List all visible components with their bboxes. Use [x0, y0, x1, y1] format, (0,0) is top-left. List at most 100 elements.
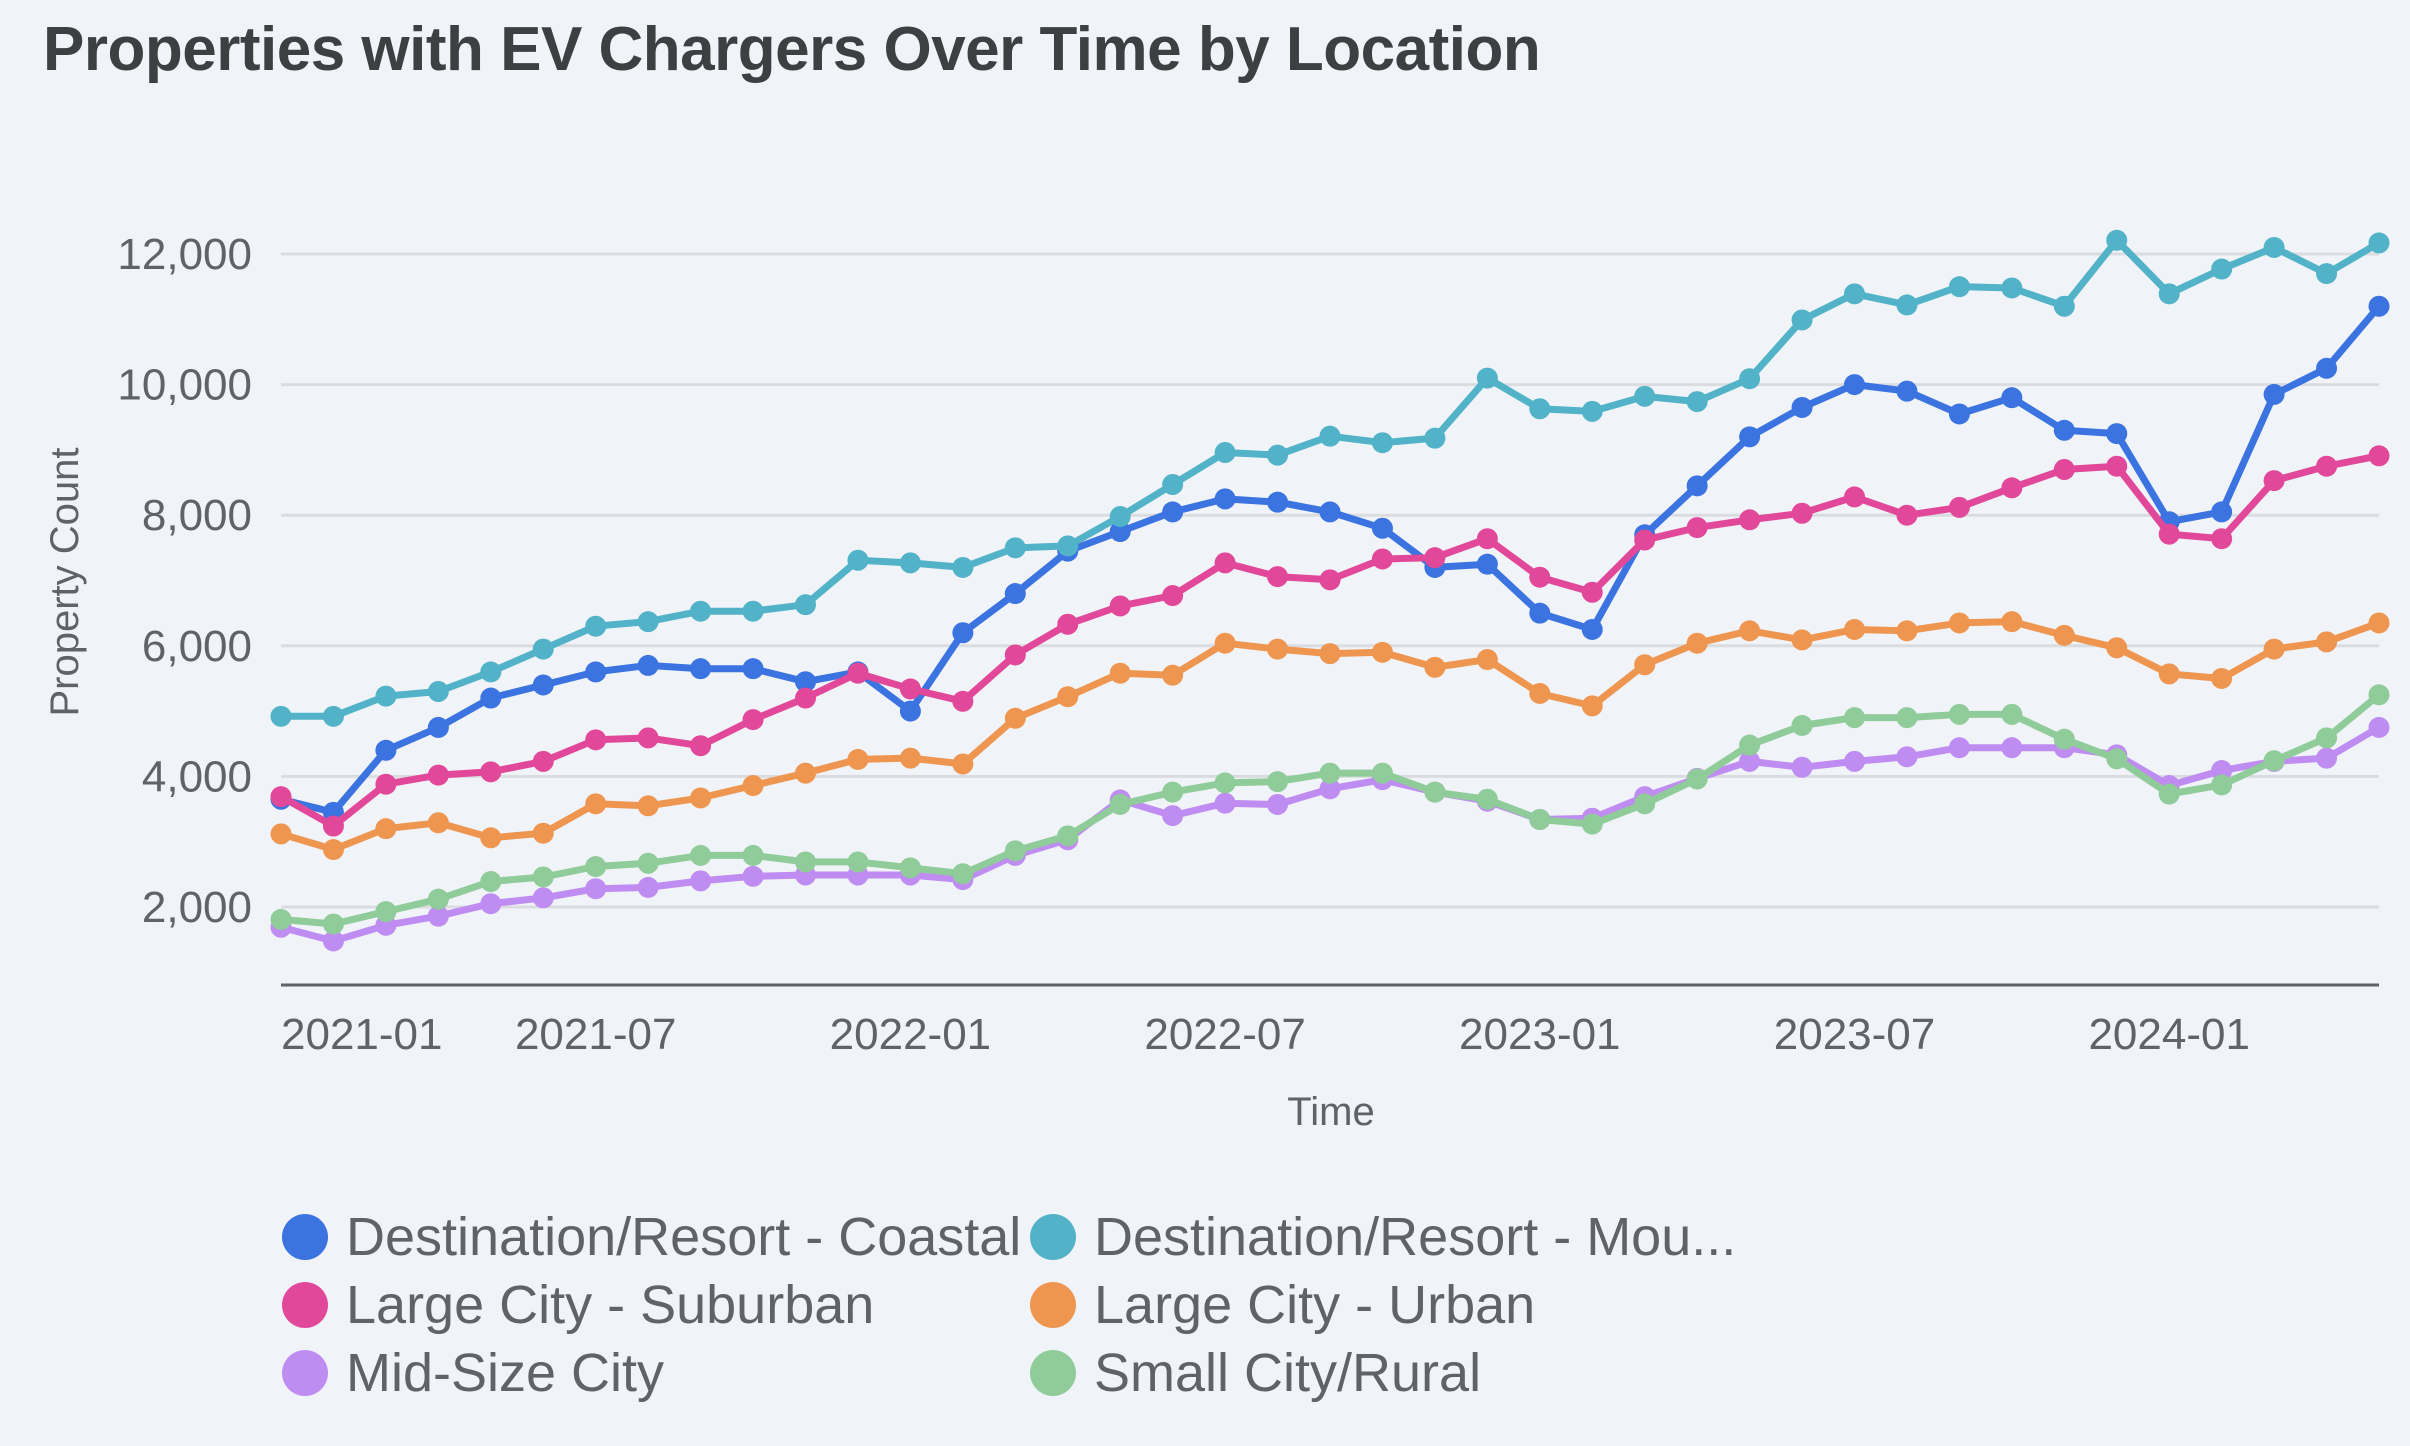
data-point [742, 844, 764, 866]
data-point [585, 729, 607, 751]
data-point [1634, 529, 1656, 551]
y-tick-label: 12,000 [117, 230, 252, 279]
data-point [2368, 716, 2390, 738]
data-point [1844, 750, 1865, 772]
series-destination-resort-mountain [270, 229, 2390, 727]
data-point [375, 739, 397, 761]
x-tick-label: 2021-07 [515, 1010, 676, 1059]
data-point [742, 865, 764, 887]
data-point [1162, 585, 1184, 607]
data-point [1162, 664, 1184, 686]
data-point [1686, 391, 1708, 413]
data-point [1739, 750, 1761, 772]
legend-label: Mid-Size City [346, 1343, 665, 1403]
data-point [1896, 294, 1918, 316]
data-point [1371, 432, 1393, 454]
data-point [1319, 501, 1341, 523]
data-point [1581, 400, 1603, 422]
data-point [2106, 423, 2128, 445]
legend-item[interactable]: Small City/Rural [1030, 1341, 1778, 1405]
data-point [637, 852, 659, 874]
x-axis-ticks: 2021-01 2021-07 2022-01 2022-07 2023-01 2023-… [281, 1010, 2250, 1059]
data-point [690, 658, 712, 680]
data-point [1686, 517, 1708, 539]
data-point [2211, 501, 2233, 523]
data-point [1844, 283, 1865, 305]
data-point [1267, 793, 1289, 815]
data-point [1057, 825, 1079, 847]
data-point [1371, 548, 1393, 570]
data-point [427, 812, 449, 834]
x-tick-label: 2022-07 [1144, 1010, 1305, 1059]
data-point [1319, 643, 1341, 665]
data-point [1686, 475, 1708, 497]
data-point [1948, 496, 1970, 518]
data-point [1476, 788, 1498, 810]
data-point [2053, 458, 2075, 480]
data-point [1529, 682, 1551, 704]
data-point [690, 600, 712, 622]
data-point [480, 761, 502, 783]
data-point [690, 870, 712, 892]
data-point [1739, 509, 1761, 531]
data-point [2211, 528, 2233, 550]
data-point [2316, 455, 2338, 477]
legend-label: Small City/Rural [1094, 1343, 1482, 1403]
data-point [1424, 427, 1446, 449]
data-point [952, 556, 974, 578]
legend-marker-icon [282, 1350, 328, 1396]
series-large-city-urban [270, 611, 2390, 861]
x-tick-label: 2023-07 [1774, 1010, 1935, 1059]
legend-item[interactable]: Mid-Size City [282, 1341, 1030, 1405]
data-point [2263, 470, 2285, 492]
data-point [1267, 771, 1289, 793]
data-point [1581, 581, 1603, 603]
series-large-city-suburban [270, 445, 2390, 837]
data-point [270, 786, 292, 808]
data-point [1634, 385, 1656, 407]
data-point [427, 716, 449, 738]
data-point [1581, 618, 1603, 640]
data-point [1739, 368, 1761, 390]
data-point [1424, 781, 1446, 803]
data-point [427, 888, 449, 910]
data-point [795, 851, 816, 873]
data-point [1739, 426, 1761, 448]
data-point [2368, 295, 2390, 317]
legend-item[interactable]: Destination/Resort - Mou... [1030, 1205, 1778, 1269]
data-point [585, 793, 607, 815]
data-point [427, 764, 449, 786]
data-point [899, 700, 921, 722]
x-axis-title: Time [1287, 1090, 1374, 1134]
series-mid-size-city [270, 716, 2390, 952]
data-point [637, 654, 659, 676]
x-tick-label: 2022-01 [830, 1010, 991, 1059]
data-point [480, 871, 502, 893]
data-point [637, 727, 659, 749]
data-point [480, 893, 502, 915]
data-point [847, 851, 869, 873]
data-point [690, 735, 712, 757]
data-point [2211, 258, 2233, 280]
data-point [742, 775, 764, 797]
data-point [480, 661, 502, 683]
data-point [1844, 707, 1865, 729]
data-point [952, 863, 974, 885]
legend-item[interactable]: Large City - Urban [1030, 1273, 1778, 1337]
legend-item[interactable]: Large City - Suburban [282, 1273, 1030, 1337]
data-point [1948, 703, 1970, 725]
data-point [795, 687, 816, 709]
data-point [1109, 662, 1131, 684]
data-point [1791, 629, 1813, 651]
legend-item[interactable]: Destination/Resort - Coastal [282, 1205, 1030, 1269]
data-point [2001, 737, 2023, 759]
data-point [532, 887, 554, 909]
legend: Destination/Resort - Coastal Destination/… [282, 1205, 1778, 1405]
data-point [2158, 663, 2180, 685]
data-point [2158, 783, 2180, 805]
data-point [2106, 748, 2128, 770]
data-point [2368, 232, 2390, 254]
data-point [1162, 501, 1184, 523]
data-point [270, 705, 292, 727]
y-tick-label: 6,000 [142, 622, 252, 671]
